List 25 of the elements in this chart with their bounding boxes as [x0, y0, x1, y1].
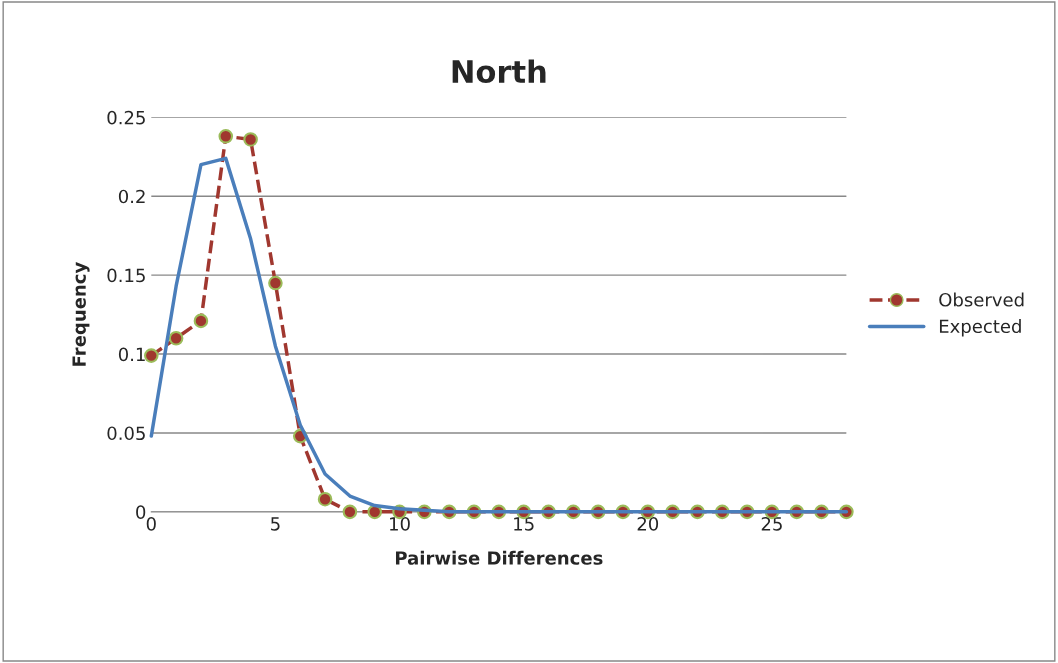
legend-label: Expected — [939, 319, 1021, 337]
point — [218, 129, 234, 144]
legend-label: Observed — [939, 292, 1024, 307]
chart-title: North — [452, 59, 546, 84]
x-tick-label: 0 — [146, 517, 156, 531]
point — [342, 504, 358, 520]
y-tick-label: 0.25 — [107, 110, 145, 125]
y-tick-label: 0 — [136, 505, 146, 519]
point — [243, 132, 258, 147]
x-tick-label: 20 — [637, 517, 659, 531]
point — [144, 348, 159, 363]
x-tick-label: 25 — [761, 517, 782, 531]
x-tick-label: 10 — [390, 517, 410, 531]
y-tick-label: 0.2 — [118, 189, 145, 204]
y-axis-title: Frequency — [72, 262, 90, 366]
x-tick-label: 15 — [514, 517, 534, 531]
y-tick-label: 0.1 — [118, 347, 145, 362]
y-tick-label: 0.05 — [107, 426, 145, 441]
point — [168, 330, 184, 346]
point — [268, 275, 283, 291]
point — [193, 313, 209, 329]
x-tick-label: 5 — [271, 517, 280, 531]
x-axis-title: Pairwise Differences — [396, 550, 603, 565]
y-tick-label: 0.15 — [107, 268, 145, 283]
point — [317, 491, 333, 507]
